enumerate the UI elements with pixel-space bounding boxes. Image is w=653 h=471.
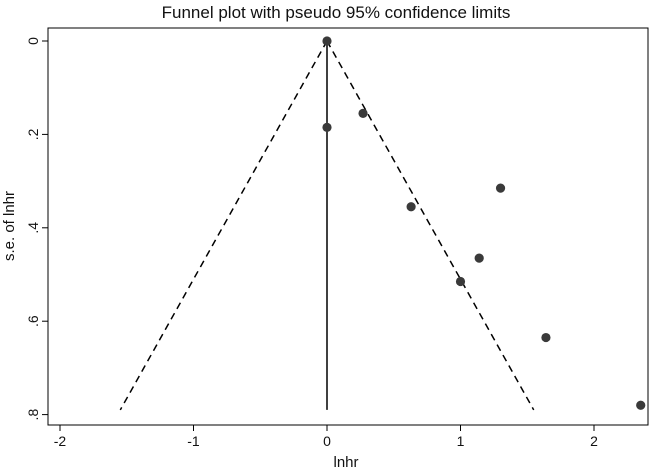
- data-point: [455, 276, 466, 287]
- x-tick-label: 2: [590, 433, 598, 449]
- data-point: [322, 36, 332, 46]
- data-point: [541, 332, 551, 343]
- x-tick-label: -2: [54, 433, 67, 449]
- y-tick-label: .4: [25, 222, 41, 234]
- y-axis-label: s.e. of lnhr: [1, 191, 18, 261]
- y-tick-label: 0: [25, 37, 41, 45]
- data-point: [636, 400, 646, 410]
- y-tick-label: .6: [25, 315, 41, 327]
- y-axis: 0 .2 .4 .6 .8: [25, 37, 48, 421]
- x-axis: -2 -1 0 1 2: [54, 425, 598, 449]
- data-point: [322, 122, 332, 132]
- lower-confidence-limit-line: [119, 40, 328, 411]
- data-point: [406, 202, 416, 212]
- y-tick-label: .8: [25, 409, 41, 421]
- upper-confidence-limit-line: [326, 40, 535, 411]
- x-tick-label: 1: [457, 433, 465, 449]
- x-tick-label: 0: [323, 433, 331, 449]
- funnel-lines: [119, 40, 535, 411]
- x-tick-label: -1: [187, 433, 200, 449]
- data-point: [358, 108, 368, 118]
- x-axis-label: lnhr: [333, 454, 358, 471]
- data-point: [474, 253, 484, 263]
- plot-area-frame: [47, 27, 649, 426]
- data-point: [495, 183, 506, 193]
- chart-title: Funnel plot with pseudo 95% confidence l…: [162, 3, 511, 22]
- y-tick-label: .2: [25, 128, 41, 140]
- data-points: [322, 36, 646, 410]
